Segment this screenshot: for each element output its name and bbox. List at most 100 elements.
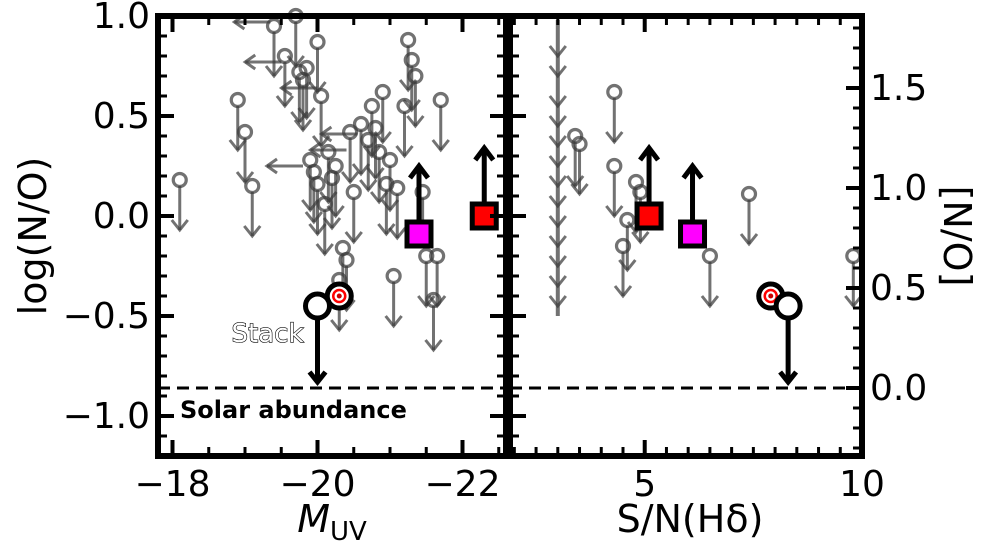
right-x-tick-label: 10 bbox=[839, 464, 885, 505]
upper-limit-point-8-arrow-head bbox=[293, 119, 313, 133]
left-limit-arrow-4-head bbox=[307, 141, 322, 159]
lower-limit-arrow-0-head bbox=[408, 161, 430, 180]
stack-arrow-head bbox=[778, 370, 799, 387]
upper-limit-point-30-arrow-head bbox=[377, 223, 396, 237]
upper-limit-point-40-arrow-head bbox=[424, 339, 443, 353]
stacked-limit-head-4 bbox=[548, 135, 567, 149]
lower-limit-arrow-0-head bbox=[638, 143, 661, 162]
upper-limit-point-26-arrow-head bbox=[362, 145, 382, 159]
upper-limit-point-36-marker bbox=[403, 51, 420, 69]
upper-limit-point-31-marker bbox=[381, 151, 399, 169]
upper-limit-point-19-arrow-head bbox=[330, 319, 349, 333]
left-x-axis-title: MUV bbox=[297, 497, 367, 547]
stacked-limit-head-6 bbox=[548, 175, 567, 189]
upper-limit-point-8-arrow-head bbox=[700, 295, 720, 309]
upper-limit-point-1-arrow-head bbox=[228, 139, 247, 153]
upper-limit-point-9-arrow-head bbox=[297, 107, 316, 121]
left-x-tick-label: −18 bbox=[135, 464, 211, 505]
upper-limit-point-41-arrow-head bbox=[427, 295, 447, 309]
upper-limit-point-2-arrow-head bbox=[605, 131, 624, 145]
upper-limit-point-14-marker bbox=[313, 87, 330, 105]
upper-limit-point-2-marker bbox=[606, 83, 623, 101]
upper-limit-point-5-marker bbox=[619, 211, 636, 229]
upper-limit-point-11-arrow-head bbox=[304, 211, 324, 225]
upper-limit-point-7-arrow-head bbox=[631, 231, 650, 245]
lower-limit-arrow-1-head bbox=[473, 143, 496, 162]
upper-limit-point-2-arrow-head bbox=[235, 171, 255, 185]
upper-limit-point-15-arrow-head bbox=[315, 243, 334, 257]
upper-limit-point-12-marker bbox=[309, 175, 326, 193]
upper-limit-point-37-marker bbox=[407, 67, 424, 85]
upper-limit-point-23-marker bbox=[345, 183, 362, 201]
upper-limit-point-29-arrow-head bbox=[373, 131, 392, 145]
upper-limit-point-4-marker bbox=[614, 237, 632, 255]
upper-limit-point-39-marker bbox=[418, 247, 435, 265]
stacked-limit-head-11 bbox=[548, 275, 567, 289]
left-limit-arrow-1-head bbox=[242, 53, 257, 71]
upper-limit-point-18-marker bbox=[327, 157, 344, 175]
right-panel: 5 10 0.0 0.5 1.0 1.5 bbox=[507, 13, 927, 505]
upper-limit-point-2-marker bbox=[236, 123, 254, 141]
upper-limit-point-24-arrow-head bbox=[351, 163, 371, 177]
stacked-limit-head-0 bbox=[548, 45, 567, 59]
upper-limit-point-8-marker bbox=[701, 247, 719, 265]
lower-limit-square-0 bbox=[634, 201, 664, 231]
left-panel: −18 −20 −22 1.0 0.5 0.0 −0.5 −1.0 Solar abundanc… bbox=[63, 0, 509, 505]
upper-limit-point-3-arrow-head bbox=[243, 225, 262, 239]
upper-limit-point-9-marker bbox=[298, 59, 315, 77]
left-y-tick-label: 1.0 bbox=[93, 0, 150, 37]
upper-limit-point-4-arrow-head bbox=[613, 285, 633, 299]
stacked-limit-head-1 bbox=[548, 65, 567, 79]
upper-limit-point-17-arrow-head bbox=[322, 217, 342, 231]
upper-limit-point-1-marker bbox=[229, 91, 246, 109]
stack-marker bbox=[773, 291, 803, 321]
upper-limit-point-0-arrow-head bbox=[170, 219, 189, 233]
right-y-tick-label: 0.5 bbox=[870, 268, 927, 309]
upper-limit-point-22-marker bbox=[342, 123, 359, 141]
upper-limit-point-34-arrow-head bbox=[395, 145, 414, 159]
upper-limit-point-9-arrow-head bbox=[739, 233, 759, 247]
red-target-ring bbox=[763, 288, 778, 304]
right-y-tick-label: 1.0 bbox=[870, 168, 927, 209]
lower-limit-arrow-1-head bbox=[681, 161, 704, 180]
lower-limit-square-1 bbox=[678, 219, 708, 249]
upper-limit-point-25-arrow-head bbox=[359, 179, 378, 193]
stacked-limit-head-9 bbox=[548, 235, 567, 249]
upper-limit-point-37-arrow-head bbox=[406, 115, 425, 129]
upper-limit-point-18-arrow-head bbox=[326, 205, 345, 219]
upper-limit-point-3-arrow-head bbox=[605, 205, 624, 219]
left-y-tick-label: 0.0 bbox=[93, 196, 150, 237]
upper-limit-point-32-marker bbox=[385, 267, 402, 285]
upper-limit-point-9-marker bbox=[740, 185, 758, 203]
upper-limit-point-10-arrow-head bbox=[844, 295, 863, 309]
left-limit-arrow-5-head bbox=[318, 125, 333, 143]
upper-limit-point-13-marker bbox=[309, 33, 326, 51]
upper-limit-point-0-marker bbox=[171, 171, 188, 189]
red-target-dot bbox=[768, 293, 774, 299]
left-y-axis-title: log(N/O) bbox=[11, 157, 55, 316]
upper-limit-point-28-arrow-head bbox=[369, 191, 389, 205]
upper-limit-point-21-marker bbox=[338, 251, 355, 269]
upper-limit-point-0-marker bbox=[567, 127, 584, 145]
stacked-limit-head-2 bbox=[548, 95, 567, 109]
upper-limit-point-1-marker bbox=[571, 135, 588, 153]
upper-limit-point-33-marker bbox=[389, 179, 406, 197]
red-target-dot bbox=[336, 293, 342, 299]
upper-limit-point-4-marker bbox=[265, 17, 283, 35]
upper-limit-point-12-arrow-head bbox=[308, 223, 327, 237]
right-x-axis-title: S/N(Hδ) bbox=[617, 497, 764, 541]
upper-limit-point-5-arrow-head bbox=[618, 259, 637, 273]
upper-limit-point-42-marker bbox=[432, 91, 449, 109]
upper-limit-point-38-marker bbox=[414, 183, 431, 201]
upper-limit-point-3-marker bbox=[244, 177, 261, 195]
upper-limit-point-27-arrow-head bbox=[366, 167, 385, 181]
stacked-limit-head-8 bbox=[548, 215, 567, 229]
upper-limit-point-16-arrow-head bbox=[319, 191, 338, 205]
stacked-limit-head-12 bbox=[548, 295, 567, 309]
upper-limit-point-26-marker bbox=[363, 97, 380, 115]
upper-limit-point-22-arrow-head bbox=[340, 171, 360, 185]
solar-abundance-label: Solar abundance bbox=[180, 396, 407, 424]
left-y-tick-label: 0.5 bbox=[93, 96, 150, 137]
upper-limit-point-5-arrow-head bbox=[275, 95, 295, 109]
